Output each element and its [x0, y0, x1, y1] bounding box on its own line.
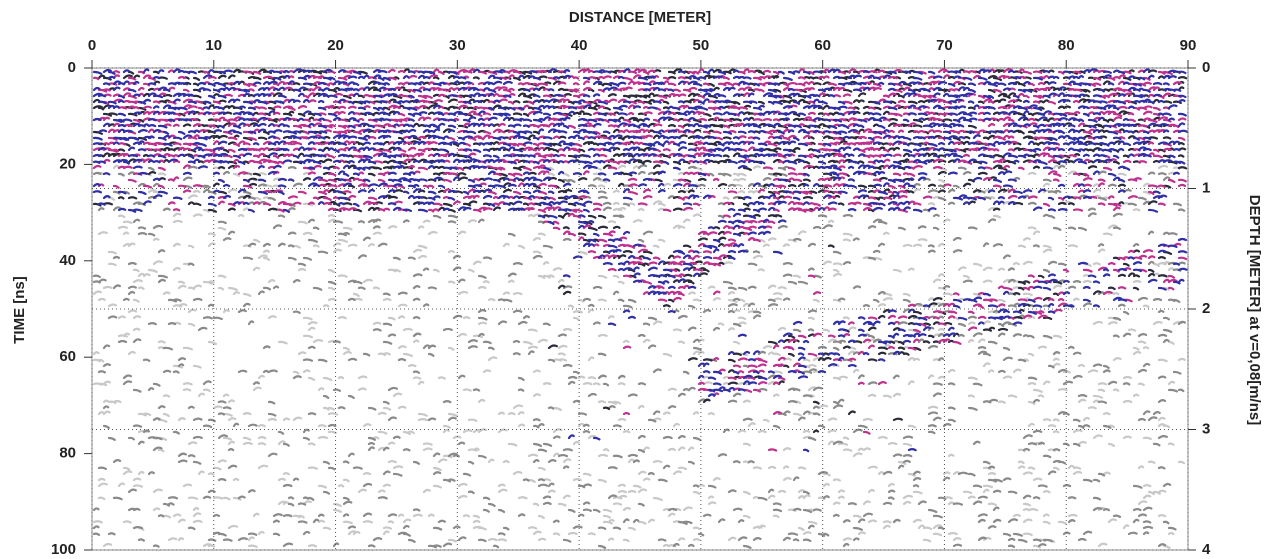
y2-axis-title: DEPTH [METER] at v=0,08[m/ns]: [1246, 195, 1263, 425]
x-tick-label: 70: [936, 37, 953, 54]
x-tick-label: 80: [1058, 37, 1075, 54]
y-tick-label: 20: [59, 155, 76, 172]
x-tick-label: 40: [571, 37, 588, 54]
x-axis-title: DISTANCE [METER]: [569, 9, 711, 26]
y-tick-label: 100: [51, 541, 76, 554]
y2-tick-label: 2: [1202, 300, 1210, 317]
texture-stroke: [94, 166, 1185, 548]
y2-tick-label: 0: [1202, 59, 1210, 76]
x-tick-label: 60: [814, 37, 831, 54]
y2-tick-label: 1: [1202, 179, 1210, 196]
x-tick-label: 30: [449, 37, 466, 54]
y-tick-label: 0: [68, 59, 76, 76]
y-tick-label: 80: [59, 445, 76, 462]
y-tick-label: 40: [59, 252, 76, 269]
x-tick-label: 90: [1180, 37, 1197, 54]
x-tick-label: 20: [327, 37, 344, 54]
x-tick-label: 0: [88, 37, 96, 54]
y2-tick-label: 4: [1202, 541, 1211, 554]
x-tick-label: 10: [205, 37, 222, 54]
y-tick-label: 60: [59, 348, 76, 365]
y2-tick-label: 3: [1202, 420, 1210, 437]
chart: DISTANCE [METER] TIME [ns] DEPTH [METER]…: [0, 0, 1270, 554]
y-axis-title: TIME [ns]: [11, 276, 28, 344]
x-tick-label: 50: [693, 37, 710, 54]
